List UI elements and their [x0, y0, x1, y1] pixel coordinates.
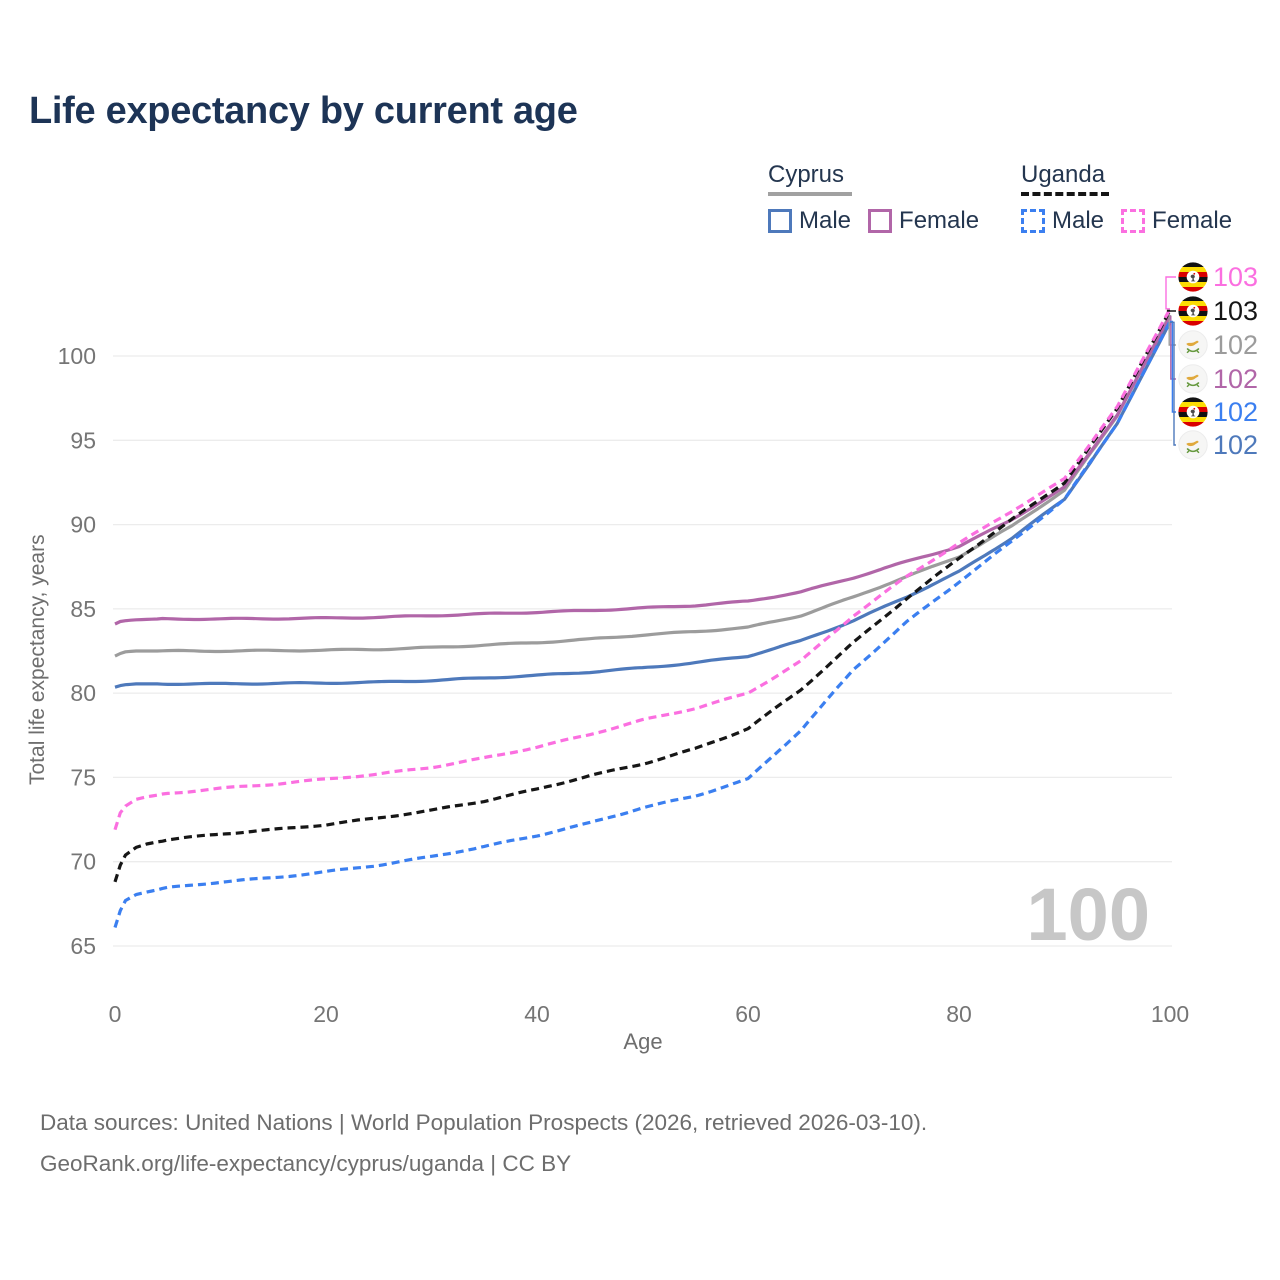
x-tick-label-100: 100 [1151, 1001, 1189, 1027]
legend-label-uganda-female: Female [1152, 207, 1233, 234]
footer-data-sources: Data sources: United Nations | World Pop… [40, 1110, 928, 1135]
legend-item-uganda-male[interactable]: Male [1021, 207, 1104, 235]
series-line-cyprus_female[interactable] [114, 315, 1172, 626]
y-axis-title: Total life expectancy, years [26, 534, 49, 785]
legend-label-cyprus-male: Male [799, 207, 852, 234]
x-tick-label-0: 0 [109, 1001, 122, 1027]
cyprus-flag-icon [1177, 363, 1209, 395]
uganda-linestyle-icon [1021, 192, 1109, 196]
y-tick-label-85: 85 [70, 596, 96, 622]
series-line-cyprus_total[interactable] [114, 313, 1172, 658]
leader-line-uganda_female [1165, 276, 1176, 310]
legend-row-uganda: Male Female [1021, 207, 1232, 235]
legend-country-cyprus-label: Cyprus [768, 161, 845, 188]
x-tick-label-60: 60 [735, 1001, 761, 1027]
uganda-female-swatch-icon [1121, 209, 1146, 233]
legend-group-uganda: Uganda Male Female [1021, 161, 1232, 235]
cyprus-male-swatch-icon [768, 209, 792, 233]
series-line-uganda_total[interactable] [113, 309, 1172, 883]
series-line-cyprus_male[interactable] [114, 321, 1172, 689]
end-value-label-cyprus_male: 102 [1213, 430, 1258, 460]
uganda-male-swatch-icon [1021, 209, 1045, 233]
legend-country-cyprus[interactable]: Cyprus [768, 161, 979, 196]
x-tick-label-20: 20 [313, 1001, 339, 1027]
legend-item-cyprus-male[interactable]: Male [768, 207, 851, 235]
leader-line-cyprus_male [1170, 321, 1176, 446]
legend-row-cyprus: Male Female [768, 207, 979, 235]
legend-label-uganda-male: Male [1052, 207, 1105, 234]
legend-country-uganda-label: Uganda [1021, 161, 1106, 188]
uganda-flag-icon [1178, 262, 1208, 292]
leader-line-uganda_total [1166, 309, 1176, 312]
y-tick-label-95: 95 [70, 427, 96, 453]
series-line-uganda_male[interactable] [113, 320, 1172, 928]
cyprus-flag-icon [1177, 429, 1209, 461]
y-tick-label-75: 75 [70, 764, 96, 790]
end-value-label-uganda_female: 103 [1213, 262, 1258, 292]
end-value-label-uganda_total: 103 [1213, 296, 1258, 326]
uganda-flag-icon [1178, 296, 1208, 326]
x-tick-label-80: 80 [946, 1001, 972, 1027]
legend-item-uganda-female[interactable]: Female [1121, 207, 1232, 235]
legend-label-cyprus-female: Female [899, 207, 980, 234]
footer: Data sources: United Nations | World Pop… [40, 1102, 927, 1184]
series-line-uganda_female[interactable] [113, 308, 1172, 831]
cyprus-linestyle-icon [768, 192, 852, 196]
cyprus-flag-icon [1177, 329, 1209, 361]
page-title: Life expectancy by current age [29, 90, 578, 132]
end-value-label-uganda_male: 102 [1213, 397, 1258, 427]
end-value-label-cyprus_total: 102 [1213, 330, 1258, 360]
legend-country-uganda[interactable]: Uganda [1021, 161, 1232, 196]
legend-item-cyprus-female[interactable]: Female [868, 207, 979, 235]
x-tick-label-40: 40 [524, 1001, 550, 1027]
y-tick-label-80: 80 [70, 680, 96, 706]
uganda-flag-icon [1178, 397, 1208, 427]
footer-attribution: GeoRank.org/life-expectancy/cyprus/ugand… [40, 1151, 572, 1176]
y-tick-label-100: 100 [58, 343, 96, 369]
end-value-label-cyprus_female: 102 [1213, 364, 1258, 394]
cyprus-female-swatch-icon [868, 209, 893, 233]
x-axis-title: Age [623, 1029, 662, 1054]
y-tick-label-90: 90 [70, 512, 96, 538]
age-watermark: 100 [1026, 873, 1150, 956]
legend-group-cyprus: Cyprus Male Female [768, 161, 979, 235]
y-tick-label-65: 65 [70, 933, 96, 959]
y-tick-label-70: 70 [70, 849, 96, 875]
